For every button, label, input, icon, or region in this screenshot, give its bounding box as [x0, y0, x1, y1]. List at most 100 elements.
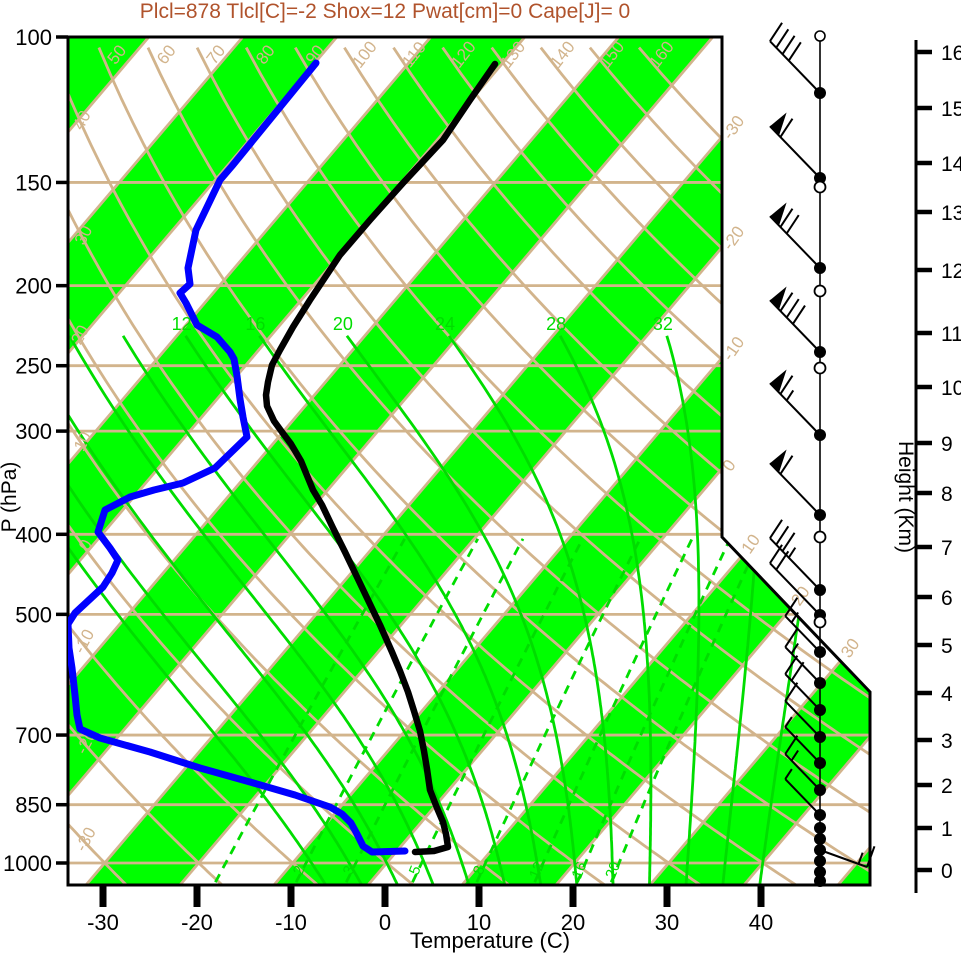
wind-barb-feather [781, 532, 796, 552]
pressure-tick-label: 850 [15, 793, 52, 818]
dry-adiabat-label: 140 [546, 38, 578, 72]
pressure-tick-label: 500 [15, 602, 52, 627]
wind-barb-feather [779, 292, 794, 312]
wind-barb-staff [784, 778, 821, 816]
height-tick-label: 10 [941, 377, 961, 400]
moist-adiabat-label: 32 [653, 314, 673, 334]
isotherm-label: 30 [837, 635, 863, 661]
pressure-tick-label: 700 [15, 723, 52, 748]
dry-adiabat-label: -30 [72, 824, 100, 855]
isotherm-label: 10 [738, 531, 764, 557]
wind-barb-flag [770, 449, 787, 473]
moist-adiabat-label: 28 [546, 314, 566, 334]
wind-barb-staff [769, 562, 821, 616]
moist-adiabat-label: 20 [333, 314, 353, 334]
wind-barb-feather [866, 845, 876, 868]
wind-barb-staff [769, 40, 821, 94]
dry-adiabat-label: -10 [70, 626, 98, 657]
sounding-traces [68, 59, 499, 856]
wind-barb-feather [779, 208, 794, 228]
wind-level-circle [813, 530, 827, 544]
wind-barb-feather [769, 544, 783, 564]
temperature-tick-label: -30 [87, 910, 119, 935]
wind-barb-feather [779, 455, 794, 475]
mixing-ratio-label: 20 [602, 859, 624, 881]
wind-barb-feather [784, 682, 799, 702]
wind-barb-flag [770, 369, 787, 393]
pressure-tick-label: 1000 [3, 851, 52, 876]
height-axis-title: Height (Km) [894, 441, 917, 553]
wind-barb-feather [775, 28, 790, 49]
temperature-tick-label: 10 [467, 910, 491, 935]
staff-top-circle [814, 30, 826, 42]
wind-barb-feather [779, 375, 794, 395]
height-tick-label: 3 [941, 730, 953, 753]
temperature-tick-label: 20 [561, 910, 585, 935]
mixing-ratio-label: 12 [526, 859, 548, 881]
height-tick-label: 14 [941, 153, 961, 176]
height-tick-label: 6 [941, 587, 953, 610]
mixing-ratio-lines [214, 538, 762, 883]
wind-barb-feather [781, 35, 796, 55]
temperature-tick-label: -10 [275, 910, 307, 935]
height-tick-label: 16 [941, 42, 961, 65]
pressure-tick-label: 400 [15, 522, 52, 547]
temperature-trace [262, 60, 499, 856]
height-tick-label: 1 [941, 818, 953, 841]
moist-adiabat-label: 16 [245, 314, 265, 334]
pressure-tick-label: 200 [15, 274, 52, 299]
wind-barb-staff [784, 726, 821, 764]
wind-barb-feather [784, 735, 799, 755]
dewpoint-trace [68, 59, 409, 856]
wind-barb-feather [779, 118, 794, 138]
height-tick-label: 5 [941, 635, 953, 658]
wind-barb-feather [775, 550, 790, 571]
wind-barb-feather [784, 628, 799, 648]
wind-barb-feather [784, 716, 793, 728]
wind-barb-feather [785, 389, 795, 402]
wind-barb-feather [784, 655, 799, 675]
wind-barb-feather [790, 661, 805, 682]
wind-level-dot [814, 833, 826, 845]
moist-adiabat-label: 12 [172, 314, 192, 334]
pressure-tick-label: 300 [15, 419, 52, 444]
temperature-tick-label: 30 [655, 910, 679, 935]
wind-barb-feather [775, 525, 790, 546]
height-tick-label: 11 [941, 323, 961, 346]
green-band [252, 37, 870, 885]
chart-title: Plcl=878 Tlcl[C]=-2 Shox=12 Pwat[cm]=0 C… [140, 0, 630, 23]
wind-barb-flag [770, 286, 787, 310]
temperature-axis-title: Temperature (C) [410, 928, 570, 953]
wind-level-dot [814, 866, 826, 878]
wind-level-dot [814, 822, 826, 834]
wind-barb-feather [787, 41, 802, 62]
wind-level-circle [813, 284, 827, 298]
height-tick-label: 4 [941, 683, 953, 706]
wind-barb-feather [784, 768, 793, 780]
wind-level-circle [813, 361, 827, 375]
height-tick-label: 12 [941, 260, 961, 283]
wind-level-dot [814, 855, 826, 867]
wind-barb-feather [784, 597, 799, 617]
wind-barb-flag [770, 202, 787, 226]
temperature-tick-label: -20 [181, 910, 213, 935]
height-tick-label: 2 [941, 775, 953, 798]
pressure-tick-label: 100 [15, 25, 52, 50]
wind-barb-feather [769, 22, 783, 42]
wind-barb-feather [790, 611, 799, 624]
temperature-tick-label: 40 [749, 910, 773, 935]
wind-level-circle [813, 180, 827, 194]
wind-barb-feather [787, 547, 797, 559]
wind-barb-feather [785, 298, 800, 319]
wind-level-circle [813, 615, 827, 629]
height-tick-label: 9 [941, 433, 953, 456]
green-band [68, 37, 870, 885]
pressure-axis-title: P (hPa) [0, 462, 21, 533]
wind-barb-feather [792, 305, 806, 325]
wind-barb-column [769, 22, 876, 887]
mixing-ratio-label: 16 [568, 859, 590, 881]
wind-barb-staff [784, 700, 821, 738]
